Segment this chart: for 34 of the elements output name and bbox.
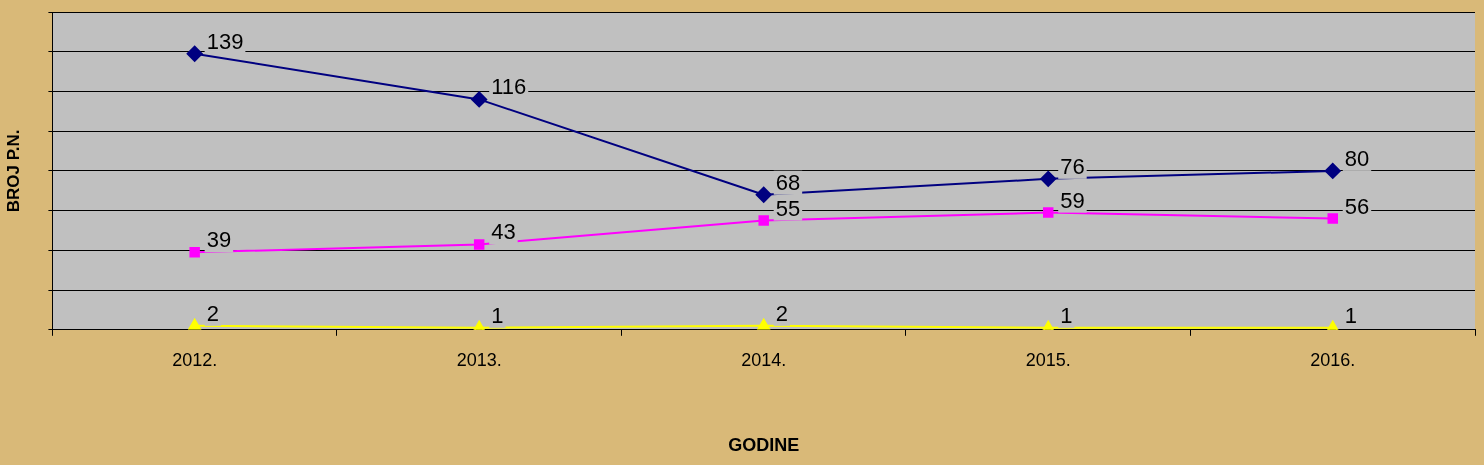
data-label: 1 — [491, 302, 504, 328]
x-tick-label: 2014. — [741, 349, 787, 370]
data-label: 2 — [206, 300, 219, 326]
x-tick-label: 2016. — [1310, 349, 1356, 370]
point — [755, 186, 772, 203]
data-label: 39 — [206, 227, 232, 253]
data-label: 55 — [775, 195, 801, 221]
point — [1042, 207, 1054, 218]
point — [189, 247, 200, 258]
data-label: 76 — [1060, 153, 1085, 179]
point — [757, 318, 770, 330]
x-tick-label: 2013. — [456, 349, 502, 370]
x-axis-title: GODINE — [728, 435, 800, 456]
data-label: 80 — [1344, 145, 1370, 171]
point — [188, 318, 201, 330]
data-label: 116 — [491, 74, 527, 100]
point — [186, 45, 203, 62]
point — [1324, 162, 1341, 179]
data-label: 2 — [775, 300, 788, 326]
point — [473, 239, 485, 250]
y-axis-title: BROJ P.N. — [3, 129, 23, 213]
data-label: 1 — [1060, 302, 1073, 328]
data-label: 139 — [206, 28, 244, 54]
x-tick-label: 2012. — [172, 349, 218, 370]
x-tick-label: 2015. — [1025, 349, 1071, 370]
data-label: 1 — [1344, 302, 1357, 328]
point — [1040, 170, 1057, 187]
data-label: 43 — [491, 219, 516, 245]
data-label: 68 — [775, 169, 801, 195]
point — [758, 215, 769, 226]
point — [1327, 213, 1338, 224]
data-label: 59 — [1060, 187, 1085, 213]
point — [471, 91, 488, 108]
data-label: 56 — [1344, 193, 1370, 219]
